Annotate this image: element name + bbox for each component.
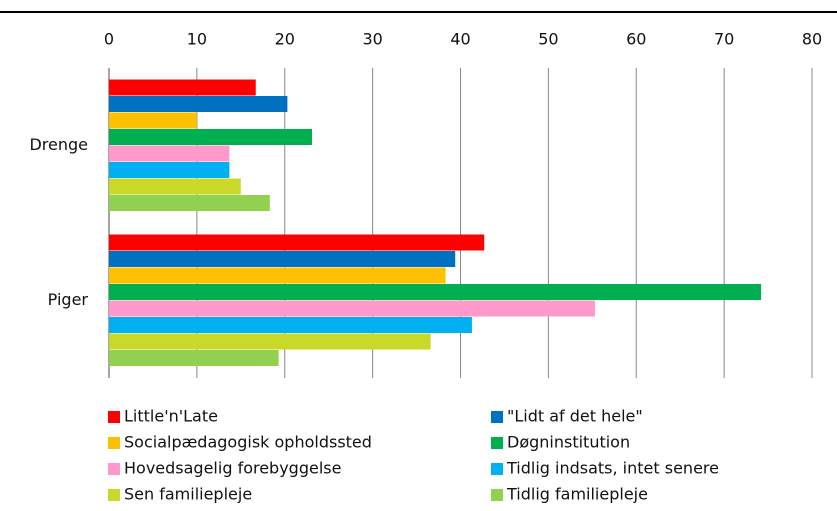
x-tick-label: 20	[275, 30, 295, 49]
legend-swatch	[491, 411, 503, 423]
legend-swatch	[491, 489, 503, 501]
bar	[109, 112, 197, 129]
bar	[109, 317, 472, 333]
bar	[109, 79, 256, 96]
legend-swatch	[491, 463, 503, 475]
bar	[109, 267, 446, 284]
x-tick-label: 10	[187, 30, 207, 49]
bar	[109, 96, 288, 112]
x-tick-label: 30	[362, 30, 382, 49]
bar	[109, 333, 431, 350]
x-tick-label: 60	[626, 30, 646, 49]
x-tick-label: 0	[104, 30, 114, 49]
bar	[109, 284, 762, 300]
bar	[109, 251, 456, 267]
bar	[109, 300, 595, 317]
legend-label: Hovedsagelig forebyggelse	[124, 459, 341, 478]
legend-swatch	[108, 437, 120, 449]
bar	[109, 350, 279, 366]
y-tick-label: Piger	[48, 290, 89, 309]
legend-label: Little'n'Late	[124, 407, 218, 426]
legend-swatch	[108, 463, 120, 475]
legend-label: Socialpædagogisk opholdssted	[124, 433, 372, 452]
legend-label: "Lidt af det hele"	[507, 407, 643, 426]
legend-label: Sen familiepleje	[124, 485, 252, 504]
legend-swatch	[491, 437, 503, 449]
y-tick-label: Drenge	[29, 135, 88, 154]
bar	[109, 145, 230, 162]
x-tick-label: 70	[714, 30, 734, 49]
x-tick-label: 80	[802, 30, 822, 49]
x-tick-label: 50	[538, 30, 558, 49]
legend-label: Tidlig familiepleje	[506, 485, 648, 504]
bar	[109, 234, 485, 251]
legend-swatch	[108, 411, 120, 423]
bar	[109, 162, 230, 178]
legend-swatch	[108, 489, 120, 501]
legend-label: Døgninstitution	[507, 433, 630, 452]
bar	[109, 178, 241, 195]
x-tick-label: 40	[450, 30, 470, 49]
bar	[109, 129, 312, 145]
bar	[109, 195, 270, 211]
legend-label: Tidlig indsats, intet senere	[506, 459, 719, 478]
